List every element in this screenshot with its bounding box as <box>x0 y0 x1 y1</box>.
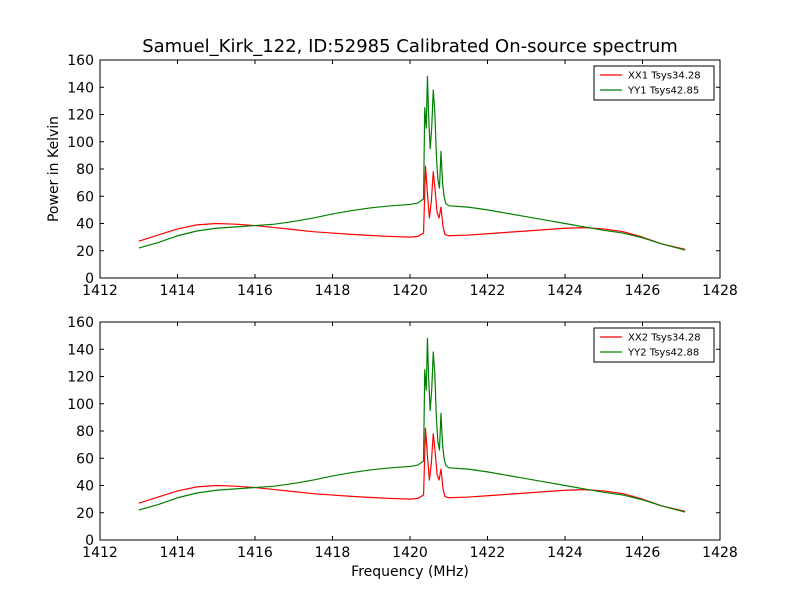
legend-box <box>593 65 715 101</box>
chart-panel-1: 1412 1414 1416 1418 1420 1422 1424 1426 1428 0 20 4… <box>46 36 738 299</box>
x-tick-label: 1422 <box>470 545 506 561</box>
series-line-1-2 <box>138 75 686 251</box>
chart-title: Samuel_Kirk_122, ID:52985 Calibrated On-… <box>142 36 678 57</box>
y-axis-label: Power in Kelvin <box>46 116 62 222</box>
y-tick-label: 60 <box>76 189 94 205</box>
x-tick-label: 1426 <box>625 283 661 299</box>
y-tick-label: 140 <box>67 342 94 358</box>
x-tick-label: 1424 <box>547 283 583 299</box>
x-tick-label: 1426 <box>625 545 661 561</box>
x-tick-label: 1428 <box>702 545 738 561</box>
y-tick-label: 160 <box>67 315 94 331</box>
legend-label: YY2 Tsys42.88 <box>627 348 699 359</box>
x-tick-label: 1418 <box>315 283 351 299</box>
x-tick-label: 1412 <box>82 545 118 561</box>
chart-panel-2: 1412 1414 1416 1418 1420 1422 1424 1426 1428 0 20 4… <box>67 315 738 580</box>
y-tick-label: 0 <box>85 533 94 549</box>
legend: XX2 Tsys34.28 YY2 Tsys42.88 <box>593 327 715 363</box>
y-tick-label: 100 <box>67 135 94 151</box>
x-tick-label: 1416 <box>237 545 273 561</box>
legend-box <box>593 327 715 363</box>
y-tick-label: 160 <box>67 53 94 69</box>
x-tick-label: 1420 <box>392 545 428 561</box>
x-tick-label: 1412 <box>82 283 118 299</box>
legend-label: YY1 Tsys42.85 <box>627 86 699 97</box>
x-tick-label: 1428 <box>702 283 738 299</box>
x-tick-label: 1414 <box>160 545 196 561</box>
y-tick-label: 100 <box>67 397 94 413</box>
y-tick-label: 20 <box>76 244 94 260</box>
x-tick-label: 1418 <box>315 545 351 561</box>
y-tick-label: 0 <box>85 271 94 287</box>
y-tick-label: 120 <box>67 108 94 124</box>
y-tick-label: 60 <box>76 451 94 467</box>
legend-label: XX2 Tsys34.28 <box>628 333 701 344</box>
legend: XX1 Tsys34.28 YY1 Tsys42.85 <box>593 65 715 101</box>
series-line-2-2 <box>138 337 686 513</box>
y-tick-label: 80 <box>76 162 94 178</box>
y-tick-label: 20 <box>76 506 94 522</box>
y-tick-label: 120 <box>67 370 94 386</box>
y-tick-label: 40 <box>76 217 94 233</box>
legend-label: XX1 Tsys34.28 <box>628 71 701 82</box>
x-axis-label: Frequency (MHz) <box>351 564 469 580</box>
x-tick-label: 1424 <box>547 545 583 561</box>
x-tick-label: 1420 <box>392 283 428 299</box>
y-tick-label: 140 <box>67 80 94 96</box>
series-line-2-1 <box>138 427 686 512</box>
y-tick-label: 80 <box>76 424 94 440</box>
x-tick-label: 1414 <box>160 283 196 299</box>
y-tick-label: 40 <box>76 479 94 495</box>
x-tick-label: 1422 <box>470 283 506 299</box>
series-line-1-1 <box>138 165 686 250</box>
x-tick-label: 1416 <box>237 283 273 299</box>
